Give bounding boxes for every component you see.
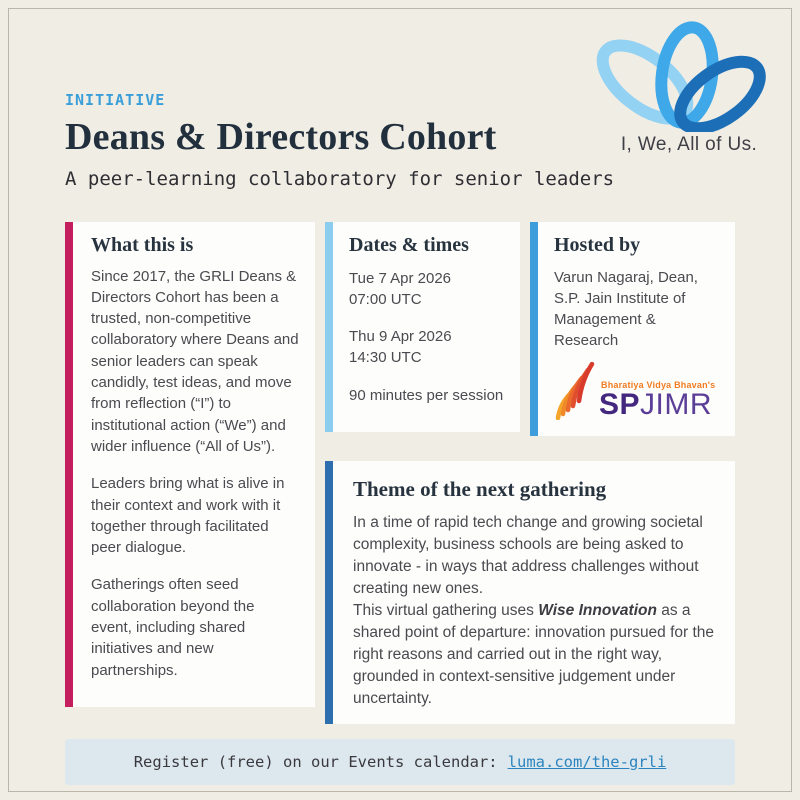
register-link[interactable]: luma.com/the-grli [507, 752, 667, 771]
spjimr-sp: SP [599, 387, 641, 421]
date-item: Thu 9 Apr 2026 14:30 UTC [349, 328, 452, 367]
date-item: 90 minutes per session [349, 386, 504, 404]
card-theme: Theme of the next gathering In a time of… [325, 460, 735, 724]
card-dates-times: Dates & times Tue 7 Apr 2026 07:00 UTC T… [325, 221, 520, 432]
card-what-this-is: What this is Since 2017, the GRLI Deans … [65, 221, 315, 707]
page-title: Deans & Directors Cohort [65, 116, 497, 158]
card-what-paragraph: Leaders bring what is alive in their con… [91, 475, 285, 557]
spjimr-wordmark: SPJIMR [599, 387, 715, 421]
register-text: Register (free) on our Events calendar: [133, 752, 498, 771]
spjimr-tagline: Bharatiya Vidya Bhavan's [601, 379, 716, 390]
right-column: Dates & times Tue 7 Apr 2026 07:00 UTC T… [325, 221, 735, 724]
spjimr-text: Bharatiya Vidya Bhavan's SPJIMR [599, 380, 715, 420]
theme-para1: In a time of rapid tech change and growi… [353, 513, 703, 597]
register-banner: Register (free) on our Events calendar: … [65, 738, 735, 785]
grli-logo: I, We, All of Us. [590, 20, 774, 156]
theme-emphasis: Wise Innovation [538, 601, 657, 619]
grli-tagline: I, We, All of Us. [620, 134, 758, 155]
card-hosted-heading: Hosted by [554, 233, 641, 256]
card-what-heading: What this is [91, 233, 194, 256]
theme-para2-post: as a shared point of departure: innovati… [353, 601, 715, 707]
host-name: Varun Nagaraj, Dean, S.P. Jain Institute… [554, 268, 698, 350]
date-item: Tue 7 Apr 2026 07:00 UTC [349, 269, 452, 308]
butterfly-petals-icon [596, 21, 766, 132]
kicker-label: INITIATIVE [65, 91, 166, 109]
spjimr-brushstrokes-icon [555, 361, 595, 420]
theme-paragraph: In a time of rapid tech change and growi… [353, 512, 717, 710]
dates-hosted-row: Dates & times Tue 7 Apr 2026 07:00 UTC T… [325, 221, 735, 436]
card-dates-heading: Dates & times [349, 233, 469, 256]
card-what-paragraph: Since 2017, the GRLI Deans & Directors C… [91, 267, 299, 455]
spjimr-logo: Bharatiya Vidya Bhavan's SPJIMR [554, 361, 723, 420]
card-what-paragraph: Gatherings often seed collaboration beyo… [91, 576, 255, 679]
page-subtitle: A peer-learning collaboratory for senior… [65, 167, 615, 190]
theme-para2-pre: This virtual gathering uses [353, 601, 539, 619]
spjimr-jimr: JIMR [640, 387, 713, 421]
card-hosted-by: Hosted by Varun Nagaraj, Dean, S.P. Jain… [530, 221, 735, 436]
content-grid: What this is Since 2017, the GRLI Deans … [65, 221, 735, 724]
card-theme-heading: Theme of the next gathering [353, 476, 607, 501]
